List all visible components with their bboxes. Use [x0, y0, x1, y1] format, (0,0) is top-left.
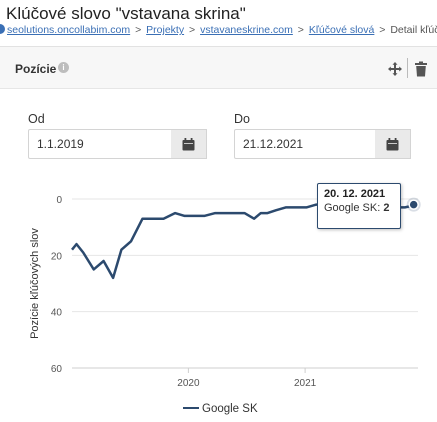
tooltip-date: 20. 12. 2021 — [324, 188, 386, 200]
breadcrumb-separator: > — [297, 24, 304, 36]
to-date-input[interactable]: 21.12.2021 — [234, 129, 376, 159]
panel-title: Pozície — [15, 62, 57, 76]
highlighted-point — [408, 199, 419, 210]
breadcrumb-marker — [0, 24, 5, 34]
calendar-icon — [182, 138, 195, 151]
chart-tooltip: 20. 12. 2021 Google SK: 2 — [317, 183, 401, 229]
panel-header: Pozície i — [0, 47, 437, 89]
calendar-icon — [386, 138, 399, 151]
legend-swatch — [183, 407, 199, 409]
tooltip-value: 2 — [383, 202, 390, 214]
tooltip-series: Google SK — [324, 202, 378, 214]
legend-item-google-sk: Google SK — [202, 403, 258, 415]
to-calendar-button[interactable] — [375, 129, 411, 159]
tooltip-row: Google SK: 2 — [324, 202, 390, 214]
breadcrumb-separator: > — [379, 24, 386, 36]
breadcrumb: seolutions.oncollabim.com > Projekty > v… — [0, 24, 437, 36]
from-date-label: Od — [28, 112, 45, 126]
y-tick-label: 60 — [51, 364, 63, 375]
x-tick-label: 2020 — [177, 378, 200, 389]
y-tick-label: 0 — [56, 195, 62, 206]
breadcrumb-separator: > — [189, 24, 196, 36]
breadcrumb-current: Detail kľúčového slo — [390, 24, 437, 36]
y-tick-label: 40 — [51, 308, 63, 319]
trash-icon[interactable] — [414, 61, 428, 77]
breadcrumb-domain-link[interactable]: seolutions.oncollabim.com — [7, 24, 131, 36]
to-date-label: Do — [234, 112, 250, 126]
positions-panel: Pozície i Od 1.1.2019 Do 21.12.2021 — [0, 46, 437, 422]
breadcrumb-keywords-link[interactable]: Kľúčové slová — [308, 24, 375, 36]
breadcrumb-project-link[interactable]: vstavaneskrine.com — [200, 24, 293, 36]
chart-legend[interactable]: Google SK — [183, 403, 258, 415]
page-title: Klúčové slovo "vstavana skrina" — [6, 4, 246, 23]
breadcrumb-separator: > — [135, 24, 142, 36]
from-calendar-button[interactable] — [171, 129, 207, 159]
x-tick-label: 2021 — [294, 378, 317, 389]
header-divider — [407, 58, 408, 78]
breadcrumb-projects-link[interactable]: Projekty — [146, 24, 185, 36]
move-icon[interactable] — [387, 61, 403, 77]
info-icon[interactable]: i — [58, 62, 69, 73]
y-axis-title: Pozície kľúčových slov — [29, 228, 41, 339]
from-date-input[interactable]: 1.1.2019 — [28, 129, 172, 159]
y-tick-label: 20 — [51, 251, 63, 262]
